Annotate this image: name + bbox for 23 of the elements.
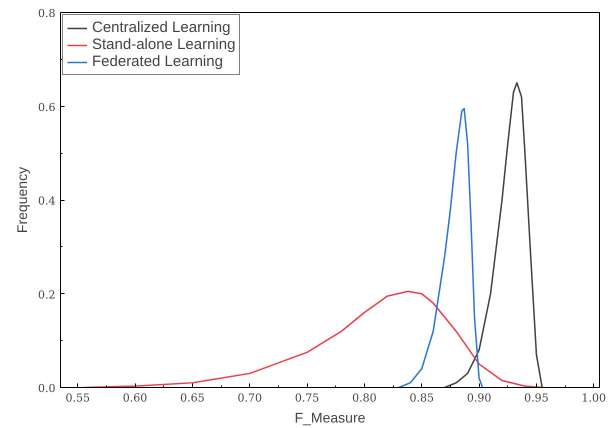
- x-tick-label: 0.90: [466, 392, 492, 404]
- x-tick-label: 0.95: [524, 392, 549, 404]
- x-tick-label: 0.75: [294, 392, 320, 404]
- line-series: [444, 82, 543, 388]
- x-axis-title: F_Measure: [294, 410, 366, 426]
- line-series: [398, 108, 484, 388]
- legend-label: Stand-alone Learning: [92, 36, 236, 53]
- y-tick-label: 0.2: [38, 288, 56, 302]
- y-tick-label: 0.4: [38, 194, 56, 208]
- y-axis-title: Frequency: [14, 166, 30, 234]
- x-tick-label: 0.55: [65, 392, 90, 404]
- y-tick-label: 0.8: [38, 7, 56, 20]
- x-tick-label: 1.00: [582, 392, 606, 404]
- x-tick-label: 0.70: [237, 392, 262, 404]
- legend-label: Federated Learning: [92, 53, 223, 70]
- y-tick-label: 0.0: [38, 382, 56, 395]
- x-tick-label: 0.60: [122, 392, 148, 404]
- line-series: [82, 290, 543, 388]
- y-tick-label: 0.6: [38, 100, 56, 114]
- x-tick-label: 0.85: [410, 392, 434, 404]
- x-tick-label: 0.80: [352, 392, 377, 404]
- legend-label: Centralized Learning: [92, 19, 230, 36]
- x-tick-label: 0.65: [180, 392, 205, 404]
